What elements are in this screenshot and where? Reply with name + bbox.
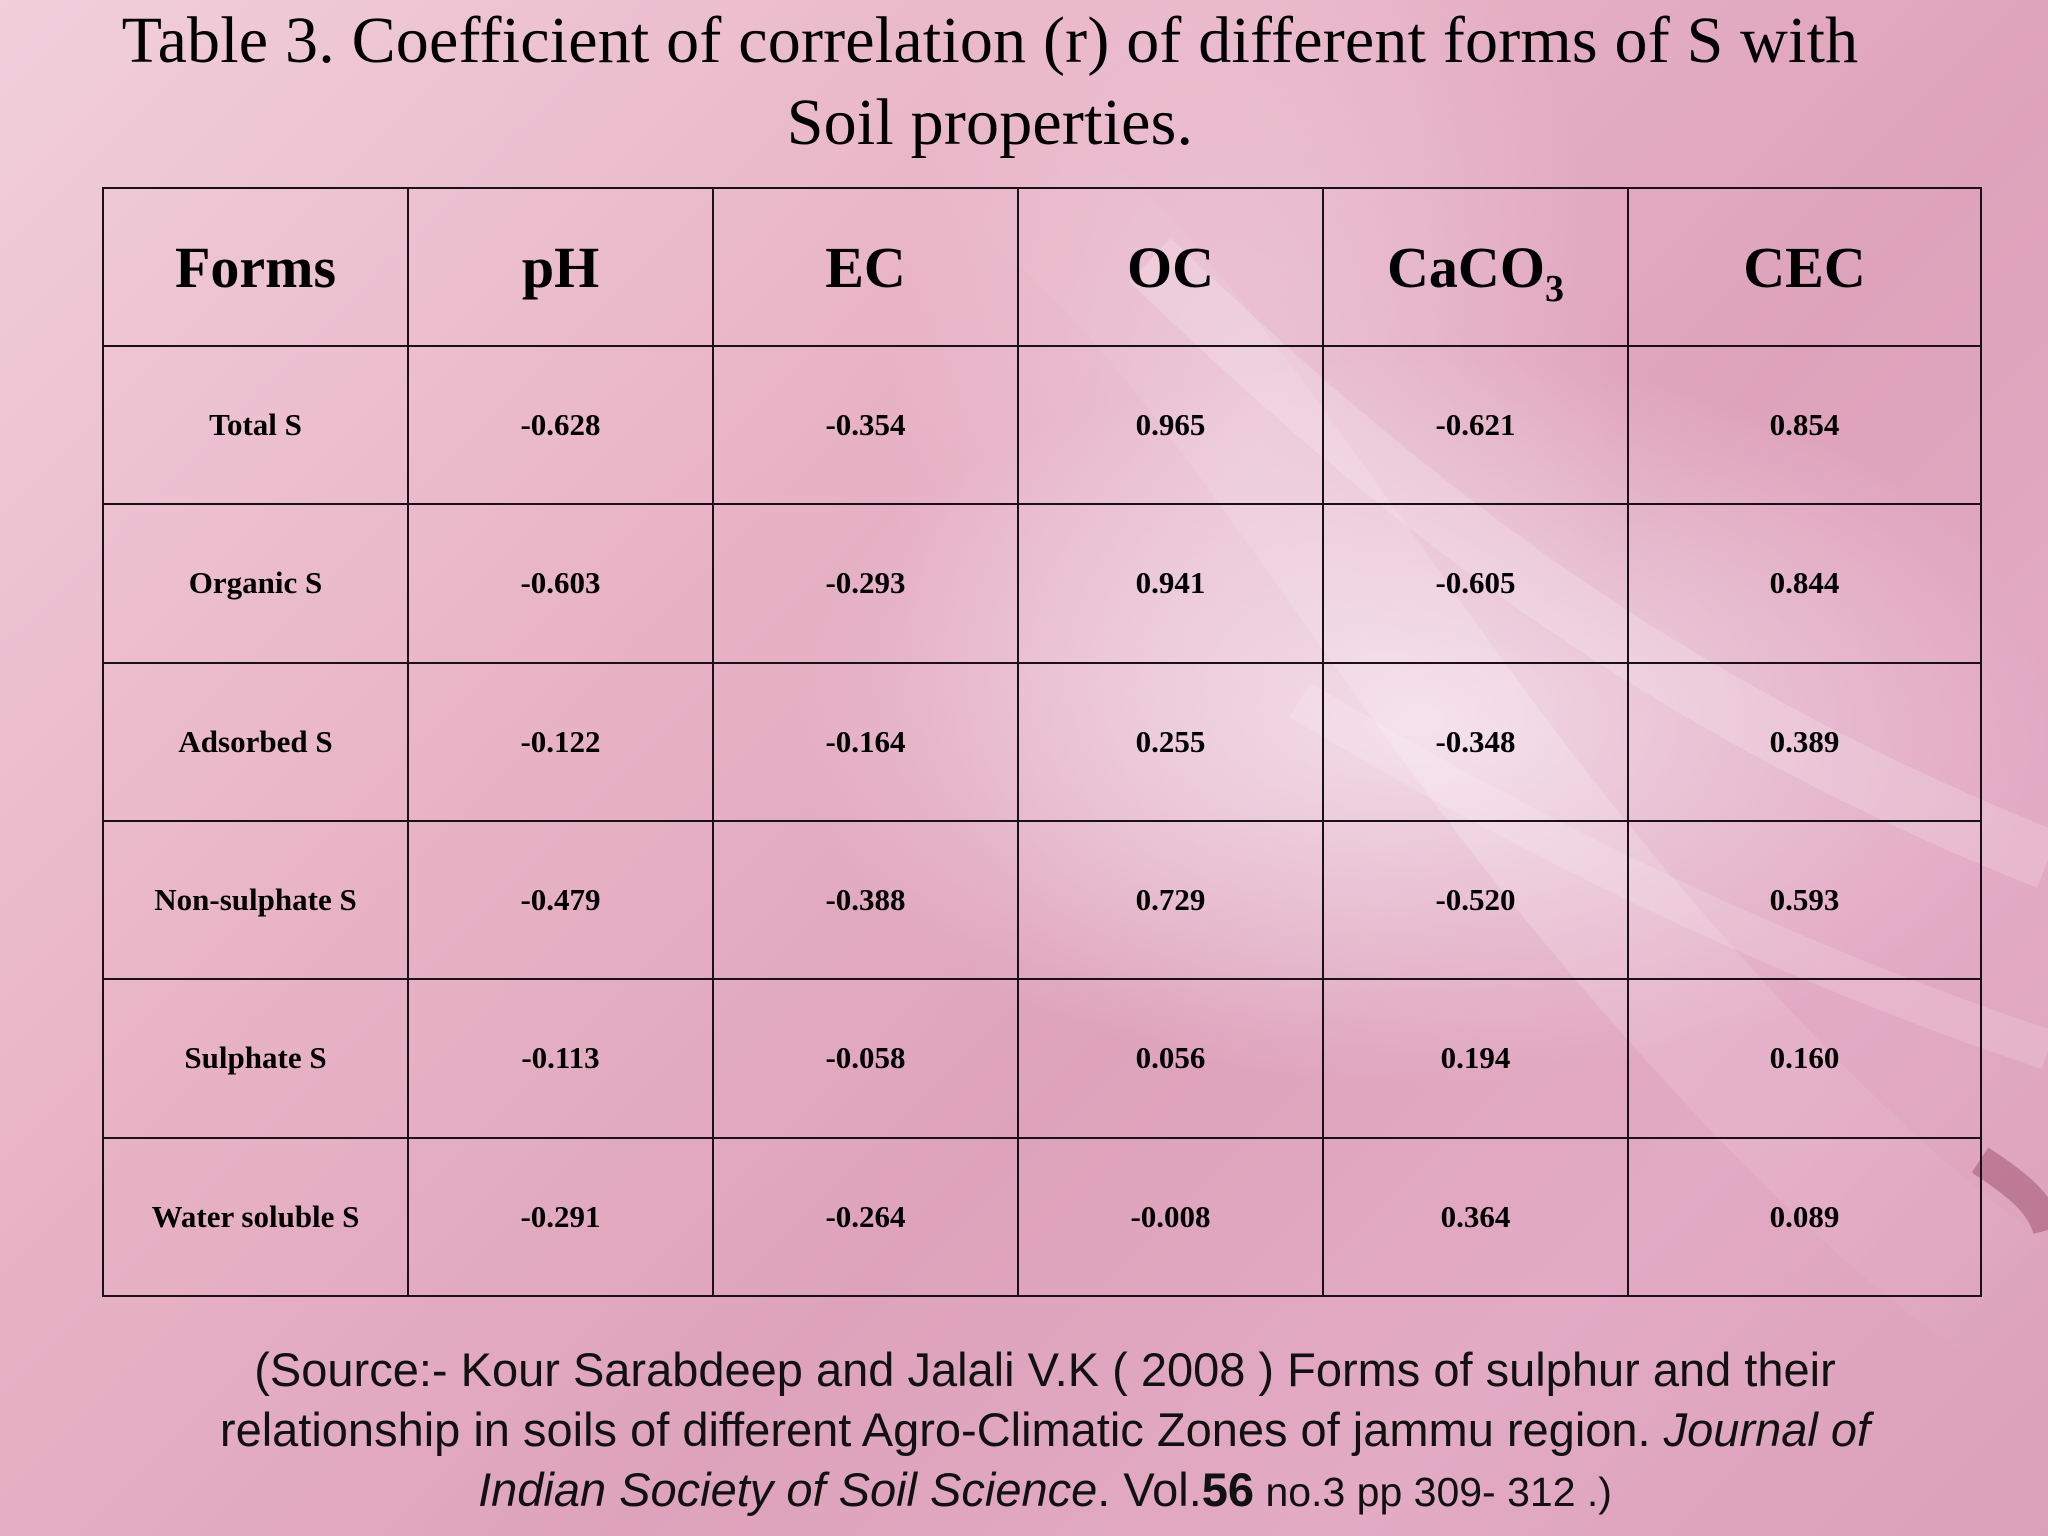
header-caco3: CaCO3 bbox=[1322, 187, 1629, 347]
cell-ec: -0.293 bbox=[712, 503, 1019, 664]
cell-oc: -0.008 bbox=[1017, 1136, 1324, 1298]
cell-ph: -0.122 bbox=[407, 661, 714, 822]
header-ph: pH bbox=[407, 187, 714, 347]
table-row: Organic S -0.603 -0.293 0.941 -0.605 0.8… bbox=[102, 503, 1982, 664]
source-line-1: (Source:- Kour Sarabdeep and Jalali V.K … bbox=[254, 1343, 1836, 1396]
volume-label: . Vol. bbox=[1097, 1463, 1202, 1516]
row-form-label: Organic S bbox=[102, 503, 409, 664]
cell-ph: -0.479 bbox=[407, 819, 714, 981]
source-line-3: Indian Society of Soil Science. Vol.56 n… bbox=[110, 1460, 1980, 1522]
title-line-1: Table 3. Coefficient of correlation (r) … bbox=[121, 4, 1859, 77]
journal-name-part-2: Indian Society of Soil Science bbox=[478, 1463, 1098, 1516]
cell-oc: 0.056 bbox=[1017, 978, 1324, 1139]
table-row: Adsorbed S -0.122 -0.164 0.255 -0.348 0.… bbox=[102, 661, 1982, 822]
cell-oc: 0.729 bbox=[1017, 819, 1324, 981]
cell-ph: -0.603 bbox=[407, 503, 714, 664]
cell-oc: 0.965 bbox=[1017, 344, 1324, 506]
cell-ec: -0.164 bbox=[712, 661, 1019, 822]
cell-ec: -0.354 bbox=[712, 344, 1019, 506]
issue-pages: no.3 pp 309- 312 .) bbox=[1254, 1469, 1612, 1515]
cell-ph: -0.113 bbox=[407, 978, 714, 1139]
cell-caco3: -0.605 bbox=[1322, 503, 1629, 664]
table-header-row: Forms pH EC OC CaCO3 CEC bbox=[102, 187, 1982, 347]
cell-cec: 0.089 bbox=[1627, 1136, 1982, 1298]
cell-cec: 0.844 bbox=[1627, 503, 1982, 664]
table-row: Water soluble S -0.291 -0.264 -0.008 0.3… bbox=[102, 1136, 1982, 1298]
cell-cec: 0.593 bbox=[1627, 819, 1982, 981]
row-form-label: Adsorbed S bbox=[102, 661, 409, 822]
cell-caco3: -0.621 bbox=[1322, 344, 1629, 506]
row-form-label: Water soluble S bbox=[102, 1136, 409, 1298]
table-row: Sulphate S -0.113 -0.058 0.056 0.194 0.1… bbox=[102, 978, 1982, 1139]
journal-name-part-1: Journal of bbox=[1663, 1403, 1871, 1456]
cell-cec: 0.160 bbox=[1627, 978, 1982, 1139]
cell-oc: 0.941 bbox=[1017, 503, 1324, 664]
cell-ph: -0.628 bbox=[407, 344, 714, 506]
cell-caco3: 0.364 bbox=[1322, 1136, 1629, 1298]
row-form-label: Non-sulphate S bbox=[102, 819, 409, 981]
header-forms: Forms bbox=[102, 187, 409, 347]
slide-title: Table 3. Coefficient of correlation (r) … bbox=[60, 0, 1920, 164]
cell-caco3: 0.194 bbox=[1322, 978, 1629, 1139]
header-caco3-subscript: 3 bbox=[1544, 267, 1564, 310]
row-form-label: Total S bbox=[102, 344, 409, 506]
source-citation: (Source:- Kour Sarabdeep and Jalali V.K … bbox=[110, 1340, 1980, 1522]
cell-cec: 0.389 bbox=[1627, 661, 1982, 822]
row-form-label: Sulphate S bbox=[102, 978, 409, 1139]
cell-ec: -0.388 bbox=[712, 819, 1019, 981]
cell-cec: 0.854 bbox=[1627, 344, 1982, 506]
header-caco3-text: CaCO bbox=[1387, 234, 1545, 300]
correlation-table: Forms pH EC OC CaCO3 CEC Total S -0.628 … bbox=[102, 187, 1982, 1298]
volume-number: 56 bbox=[1201, 1463, 1255, 1516]
table-row: Total S -0.628 -0.354 0.965 -0.621 0.854 bbox=[102, 344, 1982, 506]
cell-ph: -0.291 bbox=[407, 1136, 714, 1298]
header-cec: CEC bbox=[1627, 187, 1982, 347]
cell-oc: 0.255 bbox=[1017, 661, 1324, 822]
cell-caco3: -0.520 bbox=[1322, 819, 1629, 981]
title-line-2: Soil properties. bbox=[786, 86, 1194, 159]
header-oc: OC bbox=[1017, 187, 1324, 347]
header-ec: EC bbox=[712, 187, 1019, 347]
source-line-2-text: relationship in soils of different Agro-… bbox=[219, 1403, 1664, 1456]
source-line-2: relationship in soils of different Agro-… bbox=[110, 1400, 1980, 1460]
table-row: Non-sulphate S -0.479 -0.388 0.729 -0.52… bbox=[102, 819, 1982, 981]
cell-ec: -0.264 bbox=[712, 1136, 1019, 1298]
cell-ec: -0.058 bbox=[712, 978, 1019, 1139]
cell-caco3: -0.348 bbox=[1322, 661, 1629, 822]
